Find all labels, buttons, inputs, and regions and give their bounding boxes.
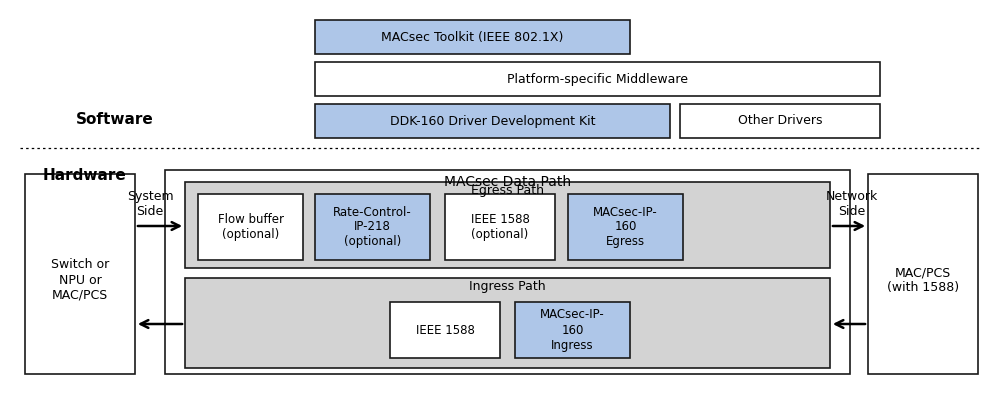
- Text: Rate-Control-
IP-218
(optional): Rate-Control- IP-218 (optional): [333, 206, 412, 248]
- Text: Other Drivers: Other Drivers: [738, 114, 822, 128]
- Text: Ingress Path: Ingress Path: [469, 280, 546, 293]
- Text: System
Side: System Side: [127, 190, 173, 218]
- Text: Platform-specific Middleware: Platform-specific Middleware: [507, 72, 688, 86]
- Bar: [515, 302, 630, 358]
- Text: Software: Software: [76, 112, 154, 128]
- Text: MAC/PCS
(with 1588): MAC/PCS (with 1588): [887, 266, 959, 294]
- Text: IEEE 1588
(optional): IEEE 1588 (optional): [471, 213, 529, 241]
- Text: Egress Path: Egress Path: [471, 184, 544, 197]
- Bar: [568, 194, 683, 260]
- Bar: [198, 194, 303, 260]
- Bar: [390, 302, 500, 358]
- Text: MACsec-IP-
160
Ingress: MACsec-IP- 160 Ingress: [540, 308, 605, 352]
- Bar: [315, 104, 670, 138]
- Bar: [185, 278, 830, 368]
- Text: IEEE 1588: IEEE 1588: [416, 324, 474, 336]
- Text: Network
Side: Network Side: [826, 190, 878, 218]
- Text: MACsec Data Path: MACsec Data Path: [444, 175, 571, 189]
- Text: MACsec Toolkit (IEEE 802.1X): MACsec Toolkit (IEEE 802.1X): [381, 30, 564, 44]
- Text: DDK-160 Driver Development Kit: DDK-160 Driver Development Kit: [390, 114, 595, 128]
- Bar: [315, 194, 430, 260]
- Bar: [185, 182, 830, 268]
- Bar: [315, 20, 630, 54]
- Bar: [315, 62, 880, 96]
- Bar: [25, 174, 135, 374]
- Text: MACsec-IP-
160
Egress: MACsec-IP- 160 Egress: [593, 206, 658, 248]
- Text: Hardware: Hardware: [43, 168, 127, 184]
- Text: Switch or
NPU or
MAC/PCS: Switch or NPU or MAC/PCS: [51, 258, 109, 302]
- Text: Flow buffer
(optional): Flow buffer (optional): [218, 213, 284, 241]
- Bar: [680, 104, 880, 138]
- Bar: [445, 194, 555, 260]
- Bar: [165, 170, 850, 374]
- Bar: [868, 174, 978, 374]
